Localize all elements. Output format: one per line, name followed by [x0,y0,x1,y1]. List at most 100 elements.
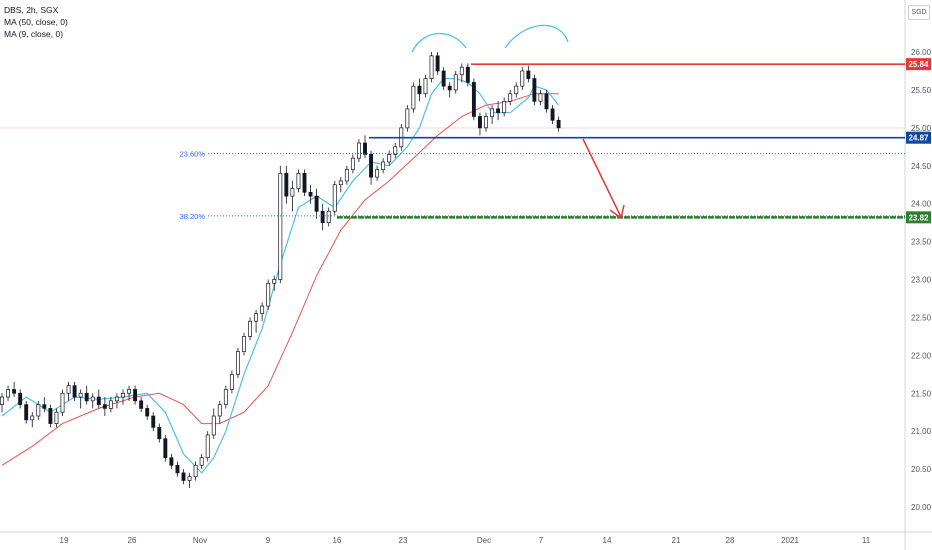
chart-legend: DBS, 2h, SGX MA (50, close, 0) MA (9, cl… [4,4,68,40]
candle-body [163,438,168,459]
candle-body [447,85,452,91]
candle-body [381,161,386,170]
x-tick-label: 23 [399,536,408,545]
price-tag-label: 24.87 [908,134,929,143]
candle [290,180,295,212]
target-arrow-head [609,204,625,220]
candle-body [248,320,252,337]
candle-body [211,415,216,436]
candle [532,74,537,106]
fib-level-label: 23.60% [180,150,206,159]
candle-body [54,411,59,424]
candle [314,188,319,219]
candle-body [344,169,349,182]
candle-body [296,172,301,189]
candle [242,332,246,356]
candle-body [556,119,561,129]
legend-ma9[interactable]: MA (9, close, 0) [4,29,64,39]
candle-body [532,78,537,102]
candle [205,431,210,462]
candle-body [193,464,198,478]
candle [302,169,307,197]
candle-body [121,392,125,398]
candle-body [478,116,482,129]
candle [496,101,501,121]
candle [514,82,519,98]
candle-body [48,408,53,424]
candle [478,112,482,136]
candle-body [60,392,65,413]
candle [326,207,331,227]
candle-body [357,142,361,159]
candle-body [266,282,271,307]
candle-body [508,93,513,102]
candle-body [544,93,549,110]
candle-body [78,392,83,398]
x-tick-label: 26 [128,536,137,545]
candle [526,65,531,83]
candle-body [308,191,313,197]
candle [139,397,144,413]
candle [248,317,252,341]
candle [544,89,549,113]
candle [108,397,113,413]
top-arc-left [411,32,467,53]
y-tick-label: 24.50 [911,162,932,171]
candle-body [387,154,392,163]
candle-body [145,408,150,417]
legend-symbol[interactable]: DBS, 2h, SGX [4,5,59,15]
candle-body [133,389,138,402]
candle-body [72,385,77,398]
x-tick-label: 9 [266,536,271,545]
top-arc-right [504,24,569,49]
candle [121,389,125,405]
candle [84,385,89,405]
candle [151,412,156,432]
legend-ma50[interactable]: MA (50, close, 0) [4,17,68,27]
y-tick-label: 21.00 [911,427,932,436]
candle [272,275,277,291]
candle-body [520,70,525,87]
candle [199,453,204,470]
candle [223,385,228,409]
candle-body [36,404,41,417]
y-tick-label: 23.50 [911,238,932,247]
y-tick-label: 26.00 [911,48,932,57]
candle [181,469,186,485]
x-tick-label: 28 [726,536,735,545]
candle-body [199,457,204,466]
candle [145,404,150,420]
candle-body [66,385,71,394]
candle-body [175,464,180,474]
candle [12,381,17,398]
price-tag-target [906,211,931,224]
candle [175,461,180,477]
candle [157,423,162,443]
candle [357,139,361,162]
candle [423,74,428,98]
candle [556,116,561,132]
candle-body [42,404,47,409]
candle [332,180,337,216]
candle-body [423,78,428,95]
price-tag-resistance [906,58,931,71]
candle-body [151,415,156,428]
candle-body [96,396,101,405]
candle [66,381,71,401]
currency-badge[interactable]: SGD [908,5,930,20]
candle [96,389,101,409]
candle-body [326,210,331,223]
candle-body [181,472,186,481]
candle [369,150,374,185]
candle [429,52,434,83]
candle-body [411,85,416,110]
candle-body [393,146,398,155]
candle-body [229,373,234,390]
candle [278,165,283,284]
candle [24,400,29,424]
candle-body [332,184,337,212]
candle-body [223,389,228,405]
candle [344,165,349,185]
candle-body [254,313,259,322]
